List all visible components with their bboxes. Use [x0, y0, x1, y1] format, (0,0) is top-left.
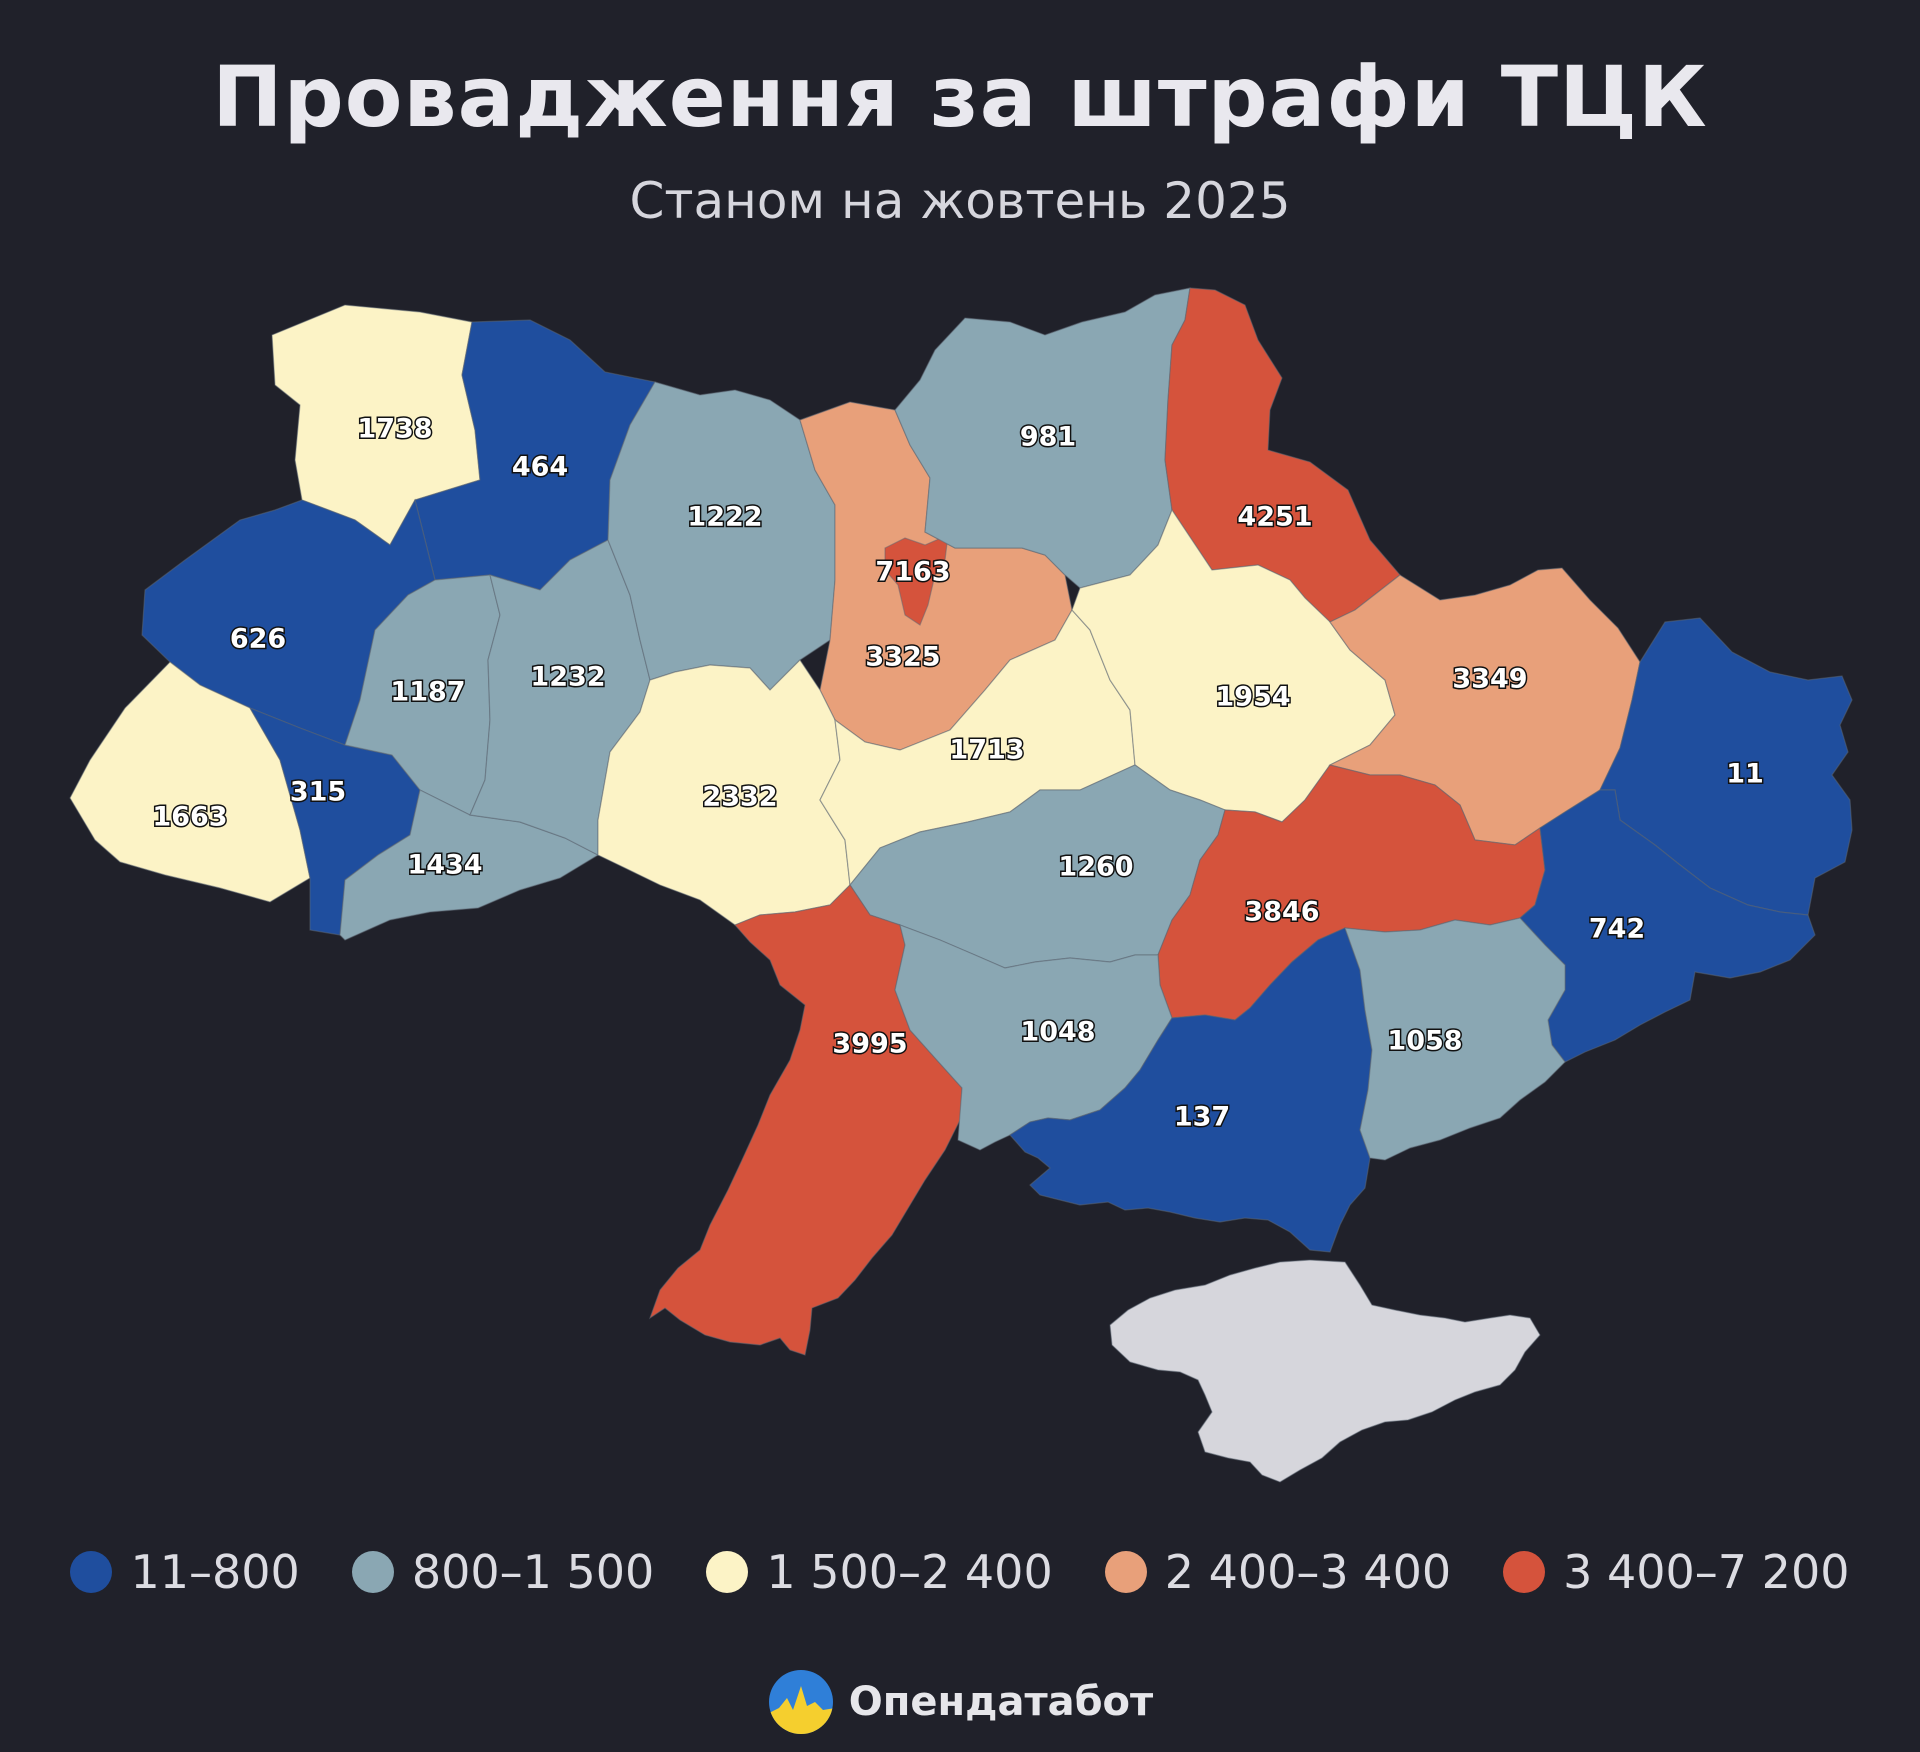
legend-label-range-5: 3 400–7 200	[1563, 1545, 1850, 1599]
legend-label-range-4: 2 400–3 400	[1164, 1545, 1452, 1599]
region-value-odesa: 3995	[832, 1029, 907, 1060]
region-zaporizhzhia[interactable]	[1344, 917, 1566, 1161]
legend-label-range-1: 11–800	[130, 1545, 300, 1599]
legend-item-range-4: 2 400–3 400	[1104, 1545, 1452, 1599]
region-value-cherkasy: 1713	[949, 735, 1024, 766]
legend-item-range-5: 3 400–7 200	[1503, 1545, 1850, 1599]
brand-name: Опендатабот	[848, 1679, 1154, 1725]
brand: Опендатабот	[0, 1668, 1920, 1736]
region-value-ternopil: 1187	[390, 677, 465, 708]
legend-swatch-range-4	[1104, 1551, 1147, 1593]
region-value-khmelnytskyi: 1232	[530, 662, 605, 693]
region-value-donetsk: 742	[1589, 914, 1645, 945]
legend-item-range-2: 800–1 500	[351, 1545, 655, 1599]
region-value-kharkiv: 3349	[1452, 664, 1527, 695]
opendatabot-logo-icon	[768, 1670, 833, 1734]
region-value-rivne: 464	[512, 452, 568, 483]
region-value-zakarpattia: 1663	[152, 802, 227, 833]
region-value-kyiv-city: 7163	[875, 557, 950, 588]
region-value-lviv: 626	[230, 624, 286, 655]
region-value-dnipro: 3846	[1244, 897, 1319, 928]
legend-item-range-3: 1 500–2 400	[706, 1545, 1053, 1599]
region-value-kherson: 137	[1174, 1102, 1230, 1133]
legend-label-range-2: 800–1 500	[411, 1545, 655, 1599]
region-value-mykolaiv: 1048	[1020, 1017, 1095, 1048]
map-title: Провадження за штрафи ТЦК	[212, 48, 1708, 146]
region-zhytomyr[interactable]	[607, 381, 836, 691]
map-subtitle: Станом на жовтень 2025	[629, 172, 1291, 230]
region-value-luhansk: 11	[1726, 759, 1764, 790]
legend: 11–800 800–1 500 1 500–2 400 2 400–3 400…	[0, 1545, 1920, 1599]
region-value-kirovohrad: 1260	[1058, 852, 1133, 883]
region-value-zhytomyr: 1222	[687, 502, 762, 533]
legend-swatch-range-3	[706, 1551, 749, 1593]
region-kyiv-city[interactable]	[884, 534, 949, 626]
legend-swatch-range-1	[70, 1551, 113, 1593]
legend-label-range-3: 1 500–2 400	[766, 1545, 1053, 1599]
region-value-volyn: 1738	[357, 414, 432, 445]
region-value-kyiv-oblast: 3325	[865, 642, 940, 673]
region-value-ivano-frankivsk: 315	[290, 777, 346, 808]
region-value-zaporizhzhia: 1058	[1387, 1026, 1462, 1057]
region-value-poltava: 1954	[1215, 682, 1290, 713]
legend-swatch-range-2	[351, 1551, 394, 1593]
region-value-chernihiv: 981	[1020, 422, 1076, 453]
region-value-chernivtsi: 1434	[407, 850, 482, 881]
region-value-vinnytsia: 2332	[702, 782, 777, 813]
legend-item-range-1: 11–800	[70, 1545, 300, 1599]
crimea	[1109, 1259, 1541, 1483]
legend-swatch-range-5	[1503, 1551, 1546, 1593]
region-zakarpattia[interactable]	[69, 661, 311, 903]
region-value-sumy: 4251	[1237, 502, 1312, 533]
